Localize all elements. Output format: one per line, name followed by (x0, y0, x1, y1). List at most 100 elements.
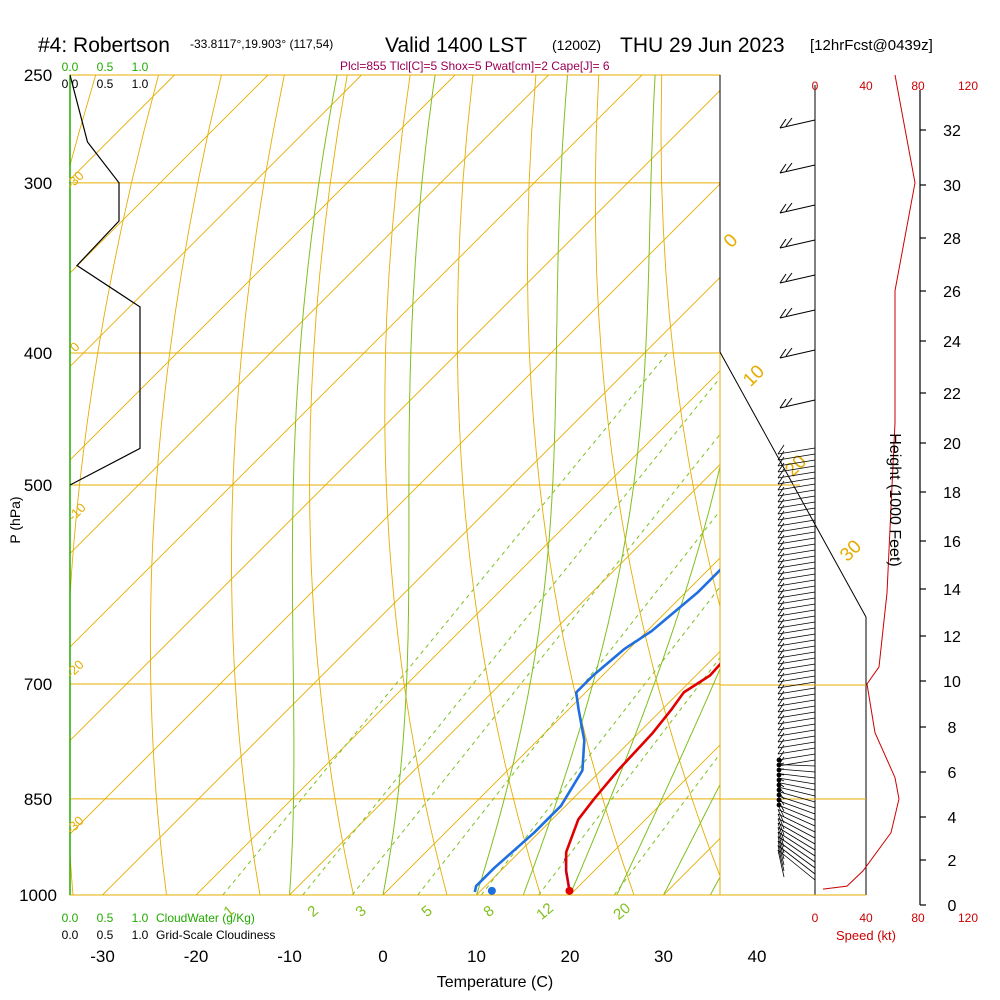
pressure-tick-label: 300 (24, 174, 52, 193)
wind-barb (777, 510, 785, 521)
wind-barb (777, 624, 785, 635)
wind-barb (777, 741, 816, 749)
wind-barb (777, 726, 785, 737)
height-tick-label: 12 (943, 629, 961, 646)
wind-barb (785, 202, 793, 212)
wind-barb (777, 849, 816, 881)
wind-barb (777, 645, 816, 653)
height-tick-label: 8 (948, 720, 957, 737)
dry-adiabat (594, 75, 720, 878)
wind-barb (777, 705, 816, 713)
header-station: #4: Robertson (38, 34, 170, 57)
isotherm-label: 30 (836, 536, 866, 566)
cloudiness-tick-bottom: 0.0 (62, 928, 79, 942)
speed-tick-top: 40 (859, 79, 873, 93)
isotherm-line (70, 75, 643, 648)
wind-barb (777, 621, 816, 629)
header-valid: Valid 1400 LST (385, 34, 527, 57)
mixing-ratio-label: 2 (304, 902, 321, 920)
pressure-tick-label: 250 (24, 66, 52, 85)
wind-barb (777, 615, 816, 623)
wind-barb (777, 735, 816, 743)
dry-adiabat (976, 75, 1000, 895)
cloudiness-label: Grid-Scale Cloudiness (156, 928, 275, 942)
temperature-tick-label: 40 (748, 947, 767, 966)
wind-barb (777, 600, 785, 611)
wind-barb (777, 714, 785, 725)
wind-barb (777, 573, 816, 581)
wind-barb (777, 773, 816, 779)
wind-barb (777, 489, 816, 497)
dry-adiabat (70, 75, 159, 895)
wind-barb (777, 636, 785, 647)
wind-barb (777, 660, 785, 671)
wind-barb (777, 546, 785, 557)
wind-barb (777, 522, 785, 533)
wind-barb (777, 588, 785, 599)
isotherm-line (569, 744, 720, 895)
wind-barb (777, 612, 785, 623)
height-tick-label: 22 (943, 386, 961, 403)
wind-barb (777, 813, 785, 830)
wind-barb (779, 349, 816, 359)
temperature-axis-label: Temperature (C) (437, 974, 553, 991)
isotherm-line (70, 75, 456, 461)
wind-barb (777, 663, 816, 671)
temperature-tick-label: -20 (184, 947, 209, 966)
wind-barb (777, 818, 785, 836)
wind-barb-calm-dot (776, 777, 782, 783)
wind-barb (779, 399, 816, 409)
cloudwater-tick-top: 0.5 (97, 60, 114, 74)
wind-barb (777, 498, 785, 509)
pressure-tick-label: 850 (24, 790, 52, 809)
isotherm-label: -30 (63, 168, 87, 192)
isotherm-line (476, 650, 720, 895)
temperature-tick-label: -10 (277, 947, 302, 966)
wind-barb (777, 564, 785, 575)
height-tick-label: 2 (948, 853, 957, 870)
wind-barb (777, 654, 785, 665)
pressure-axis-label: P (hPa) (7, 496, 23, 543)
wind-barb (777, 723, 816, 731)
isotherm-line (70, 75, 269, 274)
header-date: THU 29 Jun 2023 (620, 34, 785, 57)
mixing-ratio-label: 5 (418, 902, 435, 920)
wind-barb (777, 591, 816, 599)
wind-barb (777, 666, 785, 677)
wind-barb-calm-dot (776, 782, 782, 788)
wind-barb (777, 738, 785, 749)
wind-barb (777, 717, 816, 725)
wind-barb (777, 800, 816, 815)
pressure-tick-label: 1000 (19, 886, 57, 905)
height-tick-label: 20 (943, 436, 961, 453)
surface-dewpoint-marker (487, 886, 496, 895)
pressure-tick-label: 500 (24, 476, 52, 495)
mixing-ratio-line (351, 433, 720, 895)
wind-barb (777, 444, 785, 455)
moist-adiabat (382, 75, 436, 895)
wind-barb (779, 164, 816, 174)
moist-adiabat (289, 75, 338, 895)
wind-barb (777, 827, 785, 848)
cloudiness-tick-top: 1.0 (132, 77, 149, 91)
wind-barb (777, 672, 785, 683)
isotherm-line (382, 557, 720, 895)
wind-barb (777, 504, 785, 515)
wind-barb (777, 840, 785, 866)
wind-barb (777, 630, 785, 641)
isotherm-label: 10 (739, 361, 769, 391)
wind-barb (777, 657, 816, 665)
wind-barb (785, 117, 793, 127)
wind-barb (777, 678, 785, 689)
wind-barb (777, 729, 816, 737)
wind-barb (777, 681, 816, 689)
wind-barb (779, 204, 816, 214)
wind-barb (777, 597, 816, 605)
wind-barb (777, 606, 785, 617)
wind-barb (777, 603, 816, 611)
wind-barb (777, 552, 785, 563)
wind-barb (777, 845, 816, 875)
mixing-ratio-line (613, 753, 720, 895)
